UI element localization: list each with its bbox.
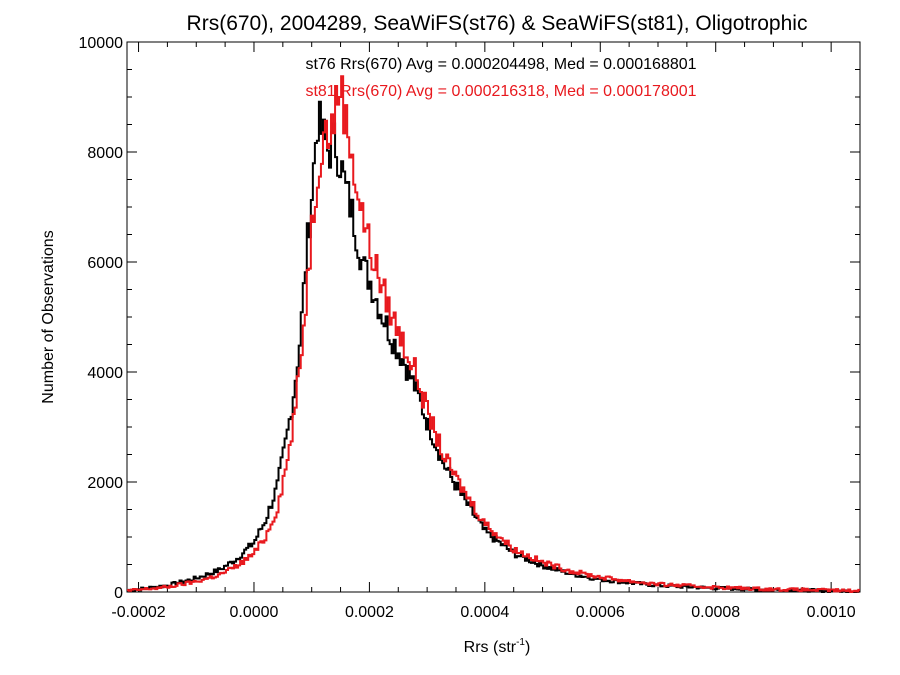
x-axis-label-sup: -1 xyxy=(516,637,525,648)
chart-title: Rrs(670), 2004289, SeaWiFS(st76) & SeaWi… xyxy=(187,12,808,35)
y-axis-label: Number of Observations xyxy=(40,230,57,403)
y-tick-label: 10000 xyxy=(79,35,124,52)
x-tick-label: 0.0006 xyxy=(576,604,625,621)
y-tick-label: 0 xyxy=(114,585,123,602)
y-tick-label: 6000 xyxy=(87,255,123,272)
plot-frame xyxy=(126,41,861,593)
y-tick-label: 4000 xyxy=(87,365,123,382)
x-axis-label: Rrs (str-1) xyxy=(464,637,531,656)
x-tick-label: 0.0002 xyxy=(345,604,394,621)
y-axis-ticks: 0 2000 4000 6000 8000 10000 xyxy=(79,35,860,602)
x-axis-ticks: -0.0002 0.0000 0.0002 0.0004 0.0006 0.0008 0.0… xyxy=(111,42,861,621)
x-tick-label: 0.0000 xyxy=(230,604,279,621)
x-tick-label: -0.0002 xyxy=(111,604,165,621)
series-layer xyxy=(127,75,860,593)
x-axis-label-base: Rrs (str xyxy=(464,639,517,656)
y-tick-label: 8000 xyxy=(87,145,123,162)
histogram-series-1 xyxy=(127,75,860,593)
x-tick-label: 0.0010 xyxy=(807,604,856,621)
y-tick-label: 2000 xyxy=(87,475,123,492)
histogram-series-0 xyxy=(127,100,860,593)
x-tick-label: 0.0004 xyxy=(460,604,509,621)
annotation-st76: st76 Rrs(670) Avg = 0.000204498, Med = 0… xyxy=(305,56,696,73)
annotation-st81: st81 Rrs(670) Avg = 0.000216318, Med = 0… xyxy=(305,83,696,100)
x-tick-label: 0.0008 xyxy=(691,604,740,621)
x-axis-label-tail: ) xyxy=(525,639,530,656)
